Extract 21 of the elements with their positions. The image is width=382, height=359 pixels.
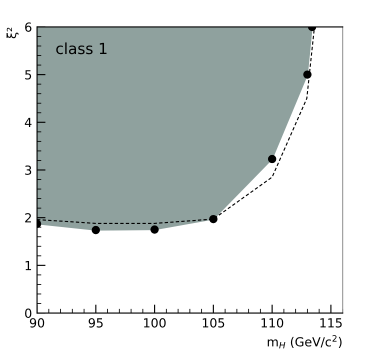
y-tick-label: 2 [25, 213, 31, 222]
y-tick-label: 1 [26, 260, 32, 270]
x-tick-label: 95 [88, 318, 103, 328]
point [268, 154, 276, 164]
x-tick-label: 90 [30, 318, 44, 328]
x-tick-label: 110 [262, 318, 284, 328]
y-tick-label: 4 [24, 118, 32, 128]
point [150, 225, 159, 234]
point [303, 70, 312, 79]
x-tick-label: 100 [144, 318, 166, 328]
y-tick-label: 3 [25, 165, 32, 175]
x-tick-label: 105 [202, 318, 224, 328]
y-tick-label: 6 [25, 22, 32, 32]
x-axis-title: m$_{H}$ (GeV/c$^{2}$) [268, 335, 342, 348]
point [209, 214, 218, 224]
x-tick-label: 115 [320, 318, 342, 328]
point [92, 226, 100, 234]
y-axis-title: ξ² [6, 28, 19, 38]
y-tick-label: 0 [25, 308, 32, 318]
y-tick-label: 5 [25, 70, 32, 80]
annotation: class 1 [56, 42, 106, 54]
